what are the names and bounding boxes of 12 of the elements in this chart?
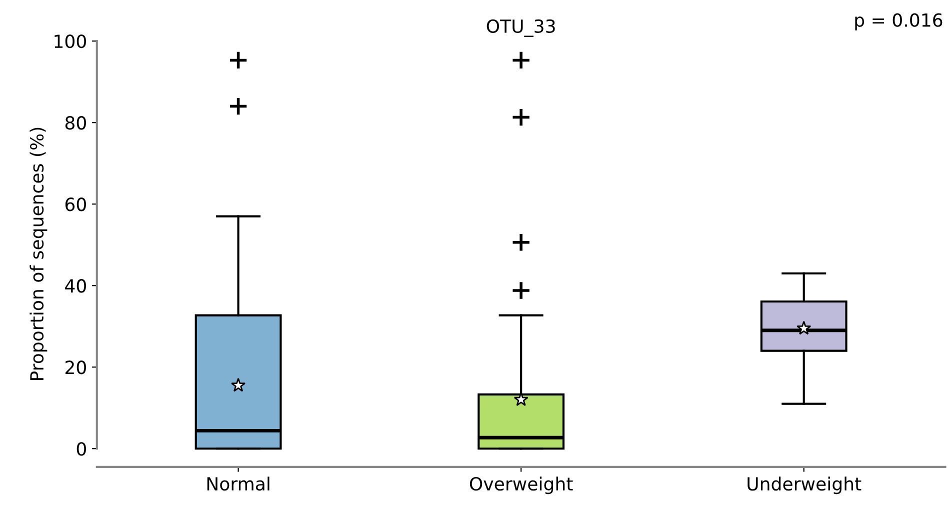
y-axis-title: Proportion of sequences (%)	[30, 128, 48, 380]
y-tick-label: 60	[65, 198, 86, 212]
x-tick-label: Normal	[207, 476, 270, 491]
y-tick-label: 20	[66, 360, 86, 374]
x-tick-label: Underweight	[748, 476, 862, 494]
y-tick-label: 0	[76, 442, 86, 456]
x-tick-label: Overweight	[470, 476, 573, 494]
y-tick-label: 40	[65, 279, 86, 293]
y-tick-label: 80	[65, 116, 86, 130]
y-tick-label: 100	[54, 34, 86, 48]
text: p = 0.016	[855, 13, 942, 30]
chart-title: OTU_33	[486, 19, 555, 37]
